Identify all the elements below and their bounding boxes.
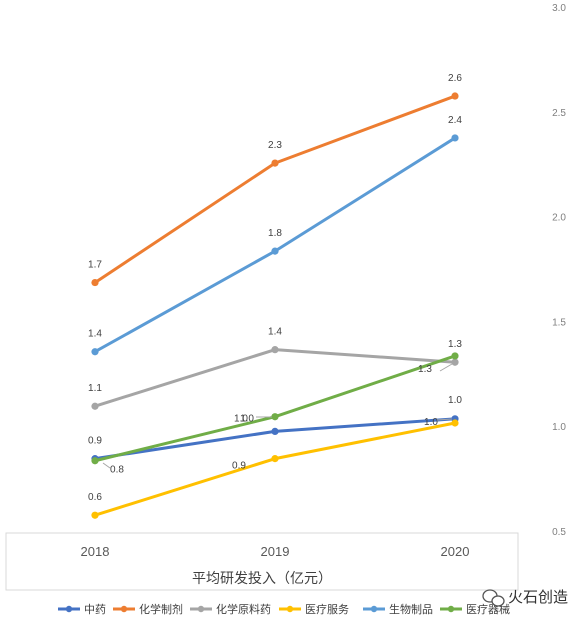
data-label: 1.0	[448, 395, 462, 406]
data-point	[91, 402, 99, 410]
x-tick-label: 2018	[81, 544, 110, 559]
data-label: 1.4	[88, 329, 102, 340]
data-label: 1.3	[448, 339, 462, 350]
x-axis-box	[5, 532, 519, 591]
data-point	[271, 159, 279, 167]
data-label: 2.4	[448, 115, 462, 126]
legend-marker	[286, 605, 294, 613]
data-point	[451, 352, 459, 360]
data-label: 1.0	[240, 413, 254, 424]
y-tick-label: 0.5	[552, 527, 566, 538]
legend-marker	[370, 605, 378, 613]
x-axis-title: 平均研发投入（亿元）	[192, 570, 332, 586]
data-point	[271, 455, 279, 463]
data-label: 1.0	[234, 414, 248, 425]
leader-line	[439, 363, 453, 372]
legend: 中药 化学制剂 化学原料药 医疗服务 生物制品 医疗器械	[58, 602, 510, 616]
data-point	[91, 348, 99, 356]
y-tick-label: 1.5	[552, 317, 566, 328]
data-label: 0.9	[88, 436, 102, 447]
data-label: 0.6	[88, 492, 102, 503]
data-label: 0.8	[110, 465, 124, 476]
data-point	[451, 134, 459, 142]
series-line	[93, 354, 457, 463]
y-tick-label: 2.0	[552, 213, 566, 224]
data-point	[91, 278, 99, 287]
y-tick-label: 1.0	[552, 422, 566, 433]
data-point	[271, 247, 279, 255]
plot-area	[91, 92, 459, 519]
series-line	[93, 136, 457, 354]
data-label: 1.3	[418, 364, 432, 375]
data-label: 1.7	[88, 260, 102, 271]
data-labels: 0.91.0 1.01.72.32.61.11.41.30.60.91.01.41…	[88, 73, 462, 503]
data-point	[451, 419, 459, 427]
data-label: 2.3	[268, 140, 282, 151]
legend-marker	[120, 605, 128, 613]
series-line	[93, 417, 457, 461]
data-label: 1.8	[268, 228, 282, 239]
legend-marker	[197, 605, 205, 613]
leader-line	[436, 418, 453, 421]
y-tick-label: 3.0	[552, 3, 566, 14]
data-label: 1.1	[88, 383, 102, 394]
y-axis: 0.5 1.0 1.5 2.0 2.5 3.0	[552, 3, 566, 538]
y-tick-label: 2.5	[552, 108, 566, 119]
legend-label: 生物制品	[389, 602, 433, 616]
series-line	[93, 421, 457, 517]
data-point	[91, 457, 99, 465]
x-tick-label: 2020	[441, 544, 470, 559]
data-point	[451, 92, 459, 100]
data-label: 1.0	[424, 417, 438, 428]
legend-item: 中药	[58, 603, 106, 616]
data-point	[451, 358, 459, 366]
data-label: 1.4	[268, 327, 282, 338]
legend-item: 医疗服务	[279, 602, 349, 616]
series-line	[93, 348, 457, 408]
legend-label: 化学原料药	[216, 602, 271, 616]
legend-label: 化学制剂	[139, 602, 183, 616]
legend-label: 中药	[84, 603, 106, 616]
legend-label: 医疗服务	[305, 602, 349, 616]
wechat-icon	[482, 589, 505, 607]
legend-item: 生物制品	[363, 602, 433, 616]
data-point	[271, 346, 279, 354]
watermark: 火石创造	[482, 589, 568, 607]
data-point	[91, 511, 99, 519]
data-point	[271, 427, 279, 435]
data-point	[271, 413, 279, 421]
x-axis: 2018 2019 2020	[81, 544, 470, 559]
watermark-text: 火石创造	[508, 589, 568, 606]
x-tick-label: 2019	[261, 544, 290, 559]
data-label: 0.9	[232, 461, 246, 472]
leader-line	[102, 462, 111, 469]
legend-item: 化学原料药	[190, 602, 271, 616]
legend-item: 化学制剂	[113, 602, 183, 616]
legend-marker	[447, 605, 455, 613]
legend-marker	[65, 605, 73, 613]
data-label: 2.6	[448, 73, 462, 84]
